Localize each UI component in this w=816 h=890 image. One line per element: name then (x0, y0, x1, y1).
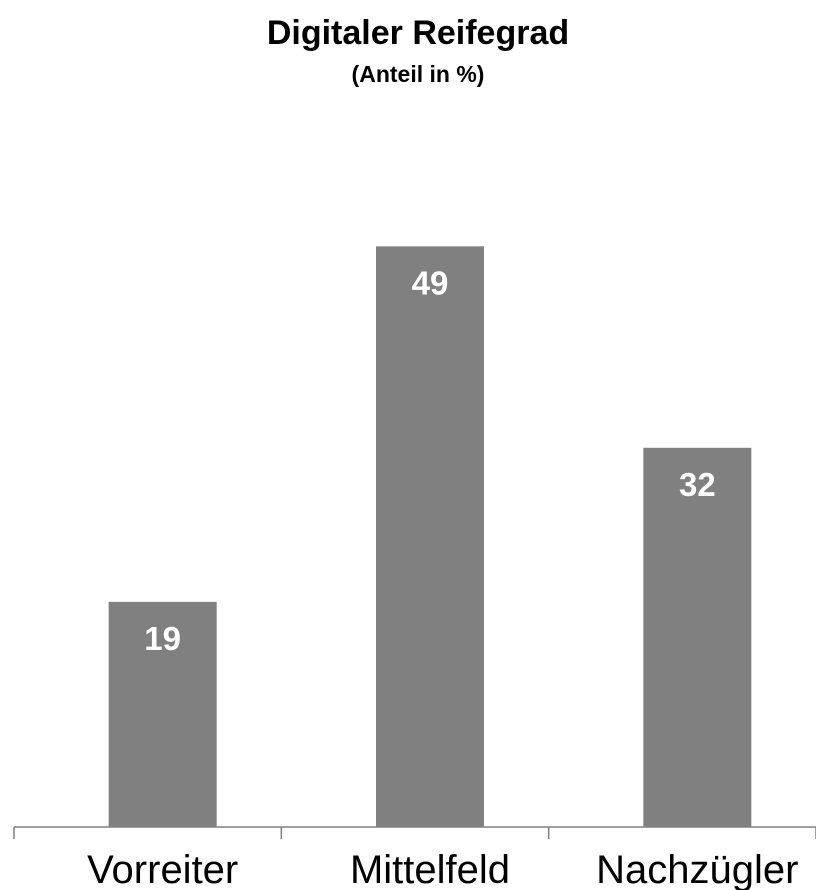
bar-nachzügler (643, 447, 752, 827)
category-label: Nachzügler (596, 848, 798, 890)
chart-title: Digitaler Reifegrad (267, 14, 569, 52)
category-label: Vorreiter (87, 848, 238, 890)
data-label: 19 (144, 620, 181, 657)
bar-mittelfeld (376, 246, 484, 828)
data-label: 49 (412, 264, 449, 301)
x-axis (13, 826, 816, 839)
bars-group: 19 49 32 (108, 246, 752, 828)
bar-vorreiter (108, 601, 217, 827)
data-label: 32 (679, 466, 716, 503)
category-label: Mittelfeld (350, 848, 510, 890)
chart-subtitle: (Anteil in %) (352, 61, 485, 87)
category-labels: Vorreiter Mittelfeld Nachzügler (87, 848, 798, 890)
